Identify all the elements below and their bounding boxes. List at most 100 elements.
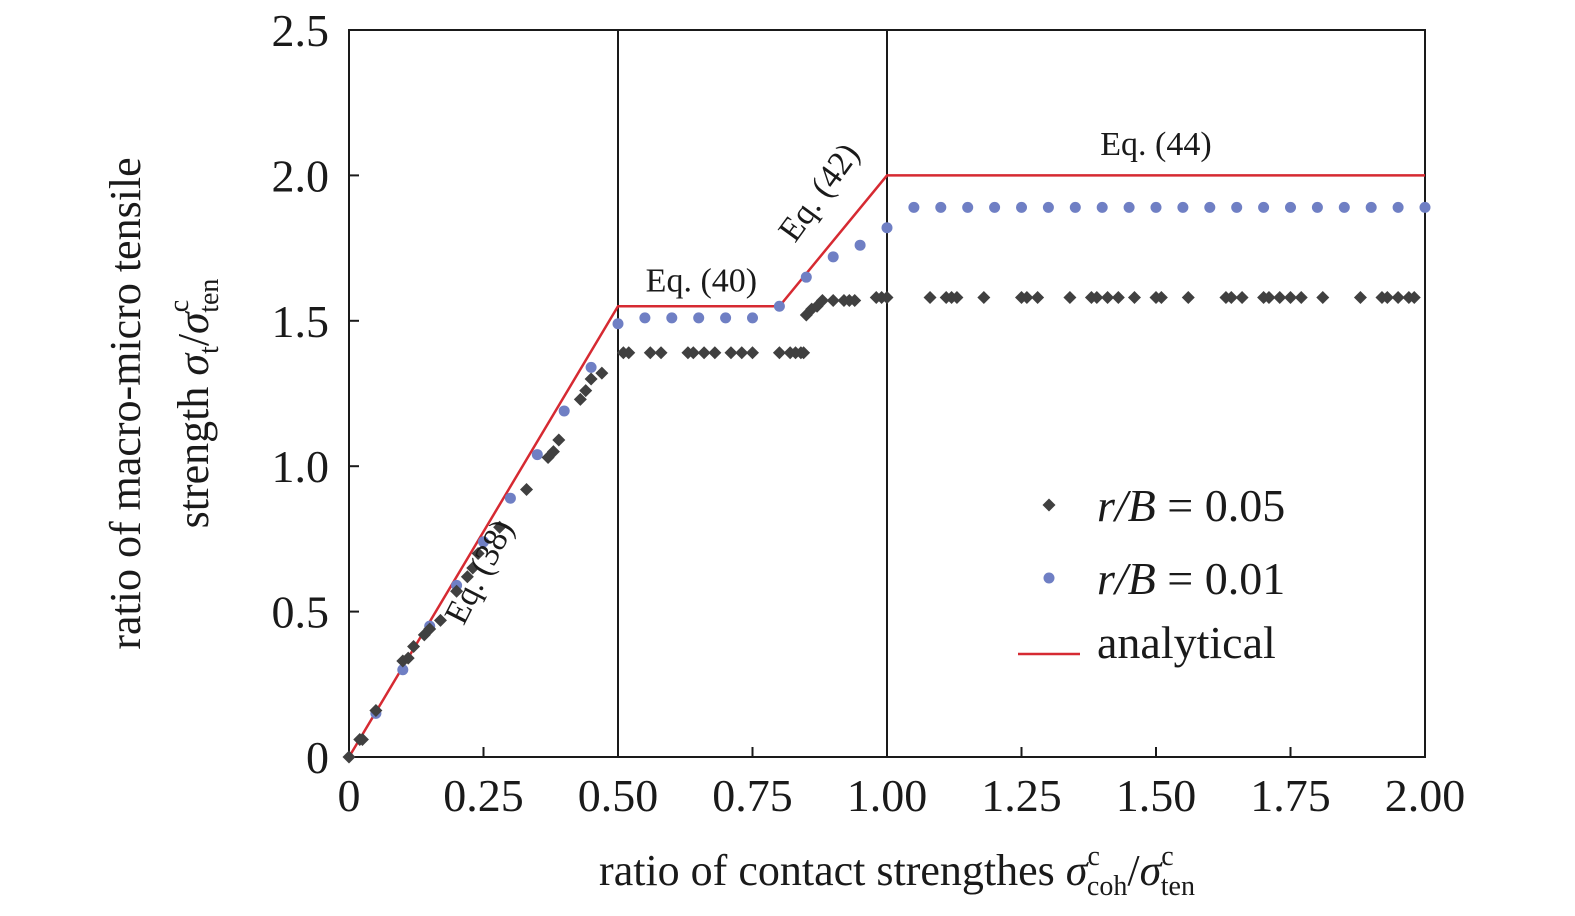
legend-label-2: analytical <box>1097 617 1276 668</box>
y-tick-label-0: 0 <box>306 732 329 783</box>
data-point-rb001-13 <box>720 312 732 324</box>
data-point-rb005-50 <box>923 291 937 305</box>
data-point-rb005-78 <box>1380 291 1394 305</box>
data-point-rb005-34 <box>772 346 786 360</box>
data-point-rb001-22 <box>962 201 974 213</box>
x-tick-label-1: 0.25 <box>443 770 524 821</box>
data-point-rb005-5 <box>401 651 415 665</box>
annotation-0: Eq. (38) <box>438 514 522 630</box>
section-divider-lines <box>617 30 888 757</box>
x-tick-label-0: 0 <box>338 770 361 821</box>
legend-marker-diamond <box>1042 498 1056 512</box>
data-point-rb005-2 <box>355 733 369 747</box>
data-point-rb005-22 <box>595 366 609 380</box>
data-point-rb005-81 <box>1407 291 1421 305</box>
data-point-rb005-33 <box>746 346 759 360</box>
y-axis-label-num-sub: t <box>194 346 225 354</box>
data-point-rb005-65 <box>1154 291 1168 305</box>
y-axis-label-num: σ <box>169 352 218 376</box>
data-point-rb001-28 <box>1123 201 1135 213</box>
data-point-rb001-11 <box>666 312 678 324</box>
data-point-rb001-15 <box>773 300 785 312</box>
data-point-rb001-26 <box>1069 201 1081 213</box>
data-point-rb005-29 <box>697 346 711 360</box>
data-point-rb005-73 <box>1284 291 1297 305</box>
annotation-3: Eq. (44) <box>1100 126 1211 163</box>
y-axis-ticks: 0 0.5 1.0 1.5 2.0 2.5 <box>272 5 359 783</box>
data-point-rb001-24 <box>1016 201 1027 213</box>
data-point-rb001-14 <box>747 312 758 324</box>
data-point-rb005-63 <box>1127 291 1141 305</box>
data-point-rb001-7 <box>558 405 570 417</box>
y-axis-label-den: σ <box>169 310 218 334</box>
data-point-rb005-17 <box>546 445 560 459</box>
data-point-rb005-18 <box>552 433 566 447</box>
data-point-rb005-75 <box>1316 291 1330 305</box>
data-point-rb005-25 <box>643 346 657 360</box>
y-tick-label-4: 2.0 <box>272 150 330 201</box>
y-axis-label-line2: strength σt/σcten <box>164 279 225 529</box>
data-point-rb001-39 <box>1419 201 1431 213</box>
data-point-rb005-9 <box>433 613 447 627</box>
y-axis-label-line2-main: strength <box>169 376 218 529</box>
data-point-rb001-6 <box>531 449 543 461</box>
data-point-rb005-15 <box>520 482 534 496</box>
data-point-rb005-58 <box>1063 291 1077 305</box>
data-point-rb001-32 <box>1231 201 1243 213</box>
data-point-rb005-57 <box>1031 291 1045 305</box>
data-point-rb005-46 <box>848 293 862 307</box>
data-point-rb005-79 <box>1391 291 1405 305</box>
data-point-rb001-36 <box>1338 201 1350 213</box>
data-point-rb005-6 <box>407 639 421 653</box>
x-axis-label-num-sup: c <box>1087 841 1099 872</box>
data-point-rb005-11 <box>460 570 474 584</box>
y-axis-label-den-sup: c <box>164 300 195 312</box>
data-point-rb001-5 <box>504 492 516 504</box>
data-point-rb001-10 <box>639 312 651 324</box>
data-point-rb005-53 <box>950 291 964 305</box>
data-point-rb001-18 <box>854 239 866 251</box>
data-point-rb001-19 <box>881 222 893 234</box>
data-point-rb005-72 <box>1273 291 1287 305</box>
data-point-rb001-27 <box>1096 201 1108 213</box>
data-point-rb005-62 <box>1111 291 1125 305</box>
y-axis-label-den-sub: ten <box>194 279 225 313</box>
x-axis-label-den-sup: c <box>1161 841 1173 872</box>
x-tick-label-2: 0.50 <box>578 770 659 821</box>
x-tick-label-6: 1.50 <box>1116 770 1197 821</box>
data-point-rb005-71 <box>1262 291 1276 305</box>
data-point-rb001-12 <box>693 312 705 324</box>
data-point-rb005-68 <box>1224 291 1238 305</box>
y-tick-label-5: 2.5 <box>272 5 330 56</box>
x-tick-label-5: 1.25 <box>981 770 1062 821</box>
data-point-rb005-10 <box>450 584 464 598</box>
x-axis-label-num: σ <box>1066 846 1090 895</box>
series-diamond <box>342 291 1421 764</box>
data-point-rb005-43 <box>826 293 840 307</box>
data-point-rb001-37 <box>1365 201 1377 213</box>
data-point-rb005-42 <box>815 293 829 307</box>
data-point-rb001-17 <box>827 251 839 263</box>
x-tick-label-3: 0.75 <box>712 770 793 821</box>
data-point-rb001-1 <box>397 664 409 676</box>
data-point-rb001-38 <box>1392 201 1404 213</box>
y-tick-label-1: 0.5 <box>272 587 330 638</box>
legend: r/B = 0.05 r/B = 0.01 analytical <box>1018 480 1285 668</box>
data-point-rb005-66 <box>1181 291 1195 305</box>
data-point-rb005-26 <box>654 346 668 360</box>
data-point-rb005-30 <box>708 346 722 360</box>
x-tick-label-4: 1.00 <box>847 770 928 821</box>
data-point-rb005-21 <box>584 372 598 386</box>
y-tick-label-2: 1.0 <box>272 441 330 492</box>
data-point-rb001-8 <box>585 361 597 373</box>
data-point-rb005-74 <box>1294 291 1308 305</box>
data-point-rb005-31 <box>724 346 738 360</box>
data-point-rb001-23 <box>989 201 1001 213</box>
data-point-rb005-49 <box>880 291 894 305</box>
data-point-rb005-61 <box>1101 291 1115 305</box>
equation-annotations: Eq. (38) Eq. (40) Eq. (42) Eq. (44) <box>438 126 1212 630</box>
data-point-rb005-54 <box>977 291 991 305</box>
data-point-rb001-33 <box>1258 201 1270 213</box>
y-tick-label-3: 1.5 <box>272 296 330 347</box>
